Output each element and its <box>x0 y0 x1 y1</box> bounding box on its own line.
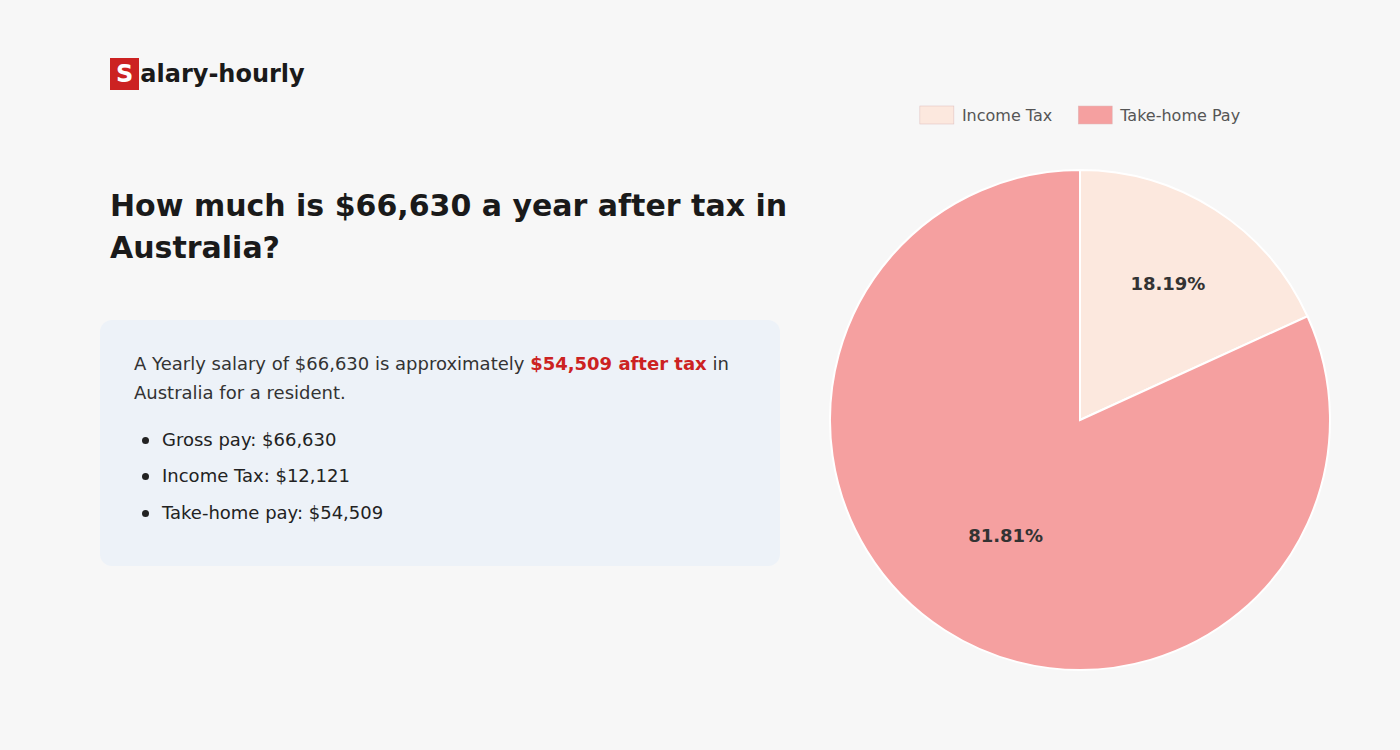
description: A Yearly salary of $66,630 is approximat… <box>134 350 746 408</box>
annotation: Income Tax: $12,121 <box>162 465 350 486</box>
annotation: $54,509 after tax <box>530 353 707 374</box>
logo: Salary-hourly <box>110 60 305 88</box>
text-panel: Salary-hourly How much is $66,630 a year … <box>0 0 800 750</box>
legend-label: Take-home Pay <box>1119 106 1240 125</box>
legend-label: Income Tax <box>962 106 1052 125</box>
annotation: S <box>110 58 139 90</box>
pie-slice <box>830 170 1330 670</box>
legend-item: Income Tax <box>920 106 1052 125</box>
slice-labels: 18.19% 81.81% <box>968 273 1205 546</box>
bullet-item: Gross pay: $66,630 <box>134 426 746 455</box>
data-label: 81.81% <box>968 525 1043 546</box>
annotation: in <box>707 353 729 374</box>
legend: Income Tax Take-home Pay <box>920 106 1240 125</box>
legend-swatch <box>1078 106 1112 124</box>
legend-item: Take-home Pay <box>1078 106 1240 125</box>
data-label: 18.19% <box>1130 273 1205 294</box>
annotation: Take-home pay: $54,509 <box>162 502 383 523</box>
slices <box>830 170 1330 670</box>
legend-swatch <box>920 106 954 124</box>
pie-chart: 18.19% 81.81% Income Tax Take-home Pay <box>760 0 1400 750</box>
bullet-item: Take-home pay: $54,509 <box>134 499 746 528</box>
bullet-list: Gross pay: $66,630 Income Tax: $12,121 Tak… <box>134 426 746 528</box>
bullet-item: Income Tax: $12,121 <box>134 462 746 491</box>
info-box: A Yearly salary of $66,630 is approximat… <box>100 320 780 566</box>
annotation: Gross pay: $66,630 <box>162 429 336 450</box>
annotation: Australia for a resident. <box>134 382 346 403</box>
annotation: alary-hourly <box>140 60 304 88</box>
annotation: A Yearly salary of $66,630 is approximat… <box>134 353 530 374</box>
title: How much is $66,630 a year after tax inA… <box>110 185 790 269</box>
